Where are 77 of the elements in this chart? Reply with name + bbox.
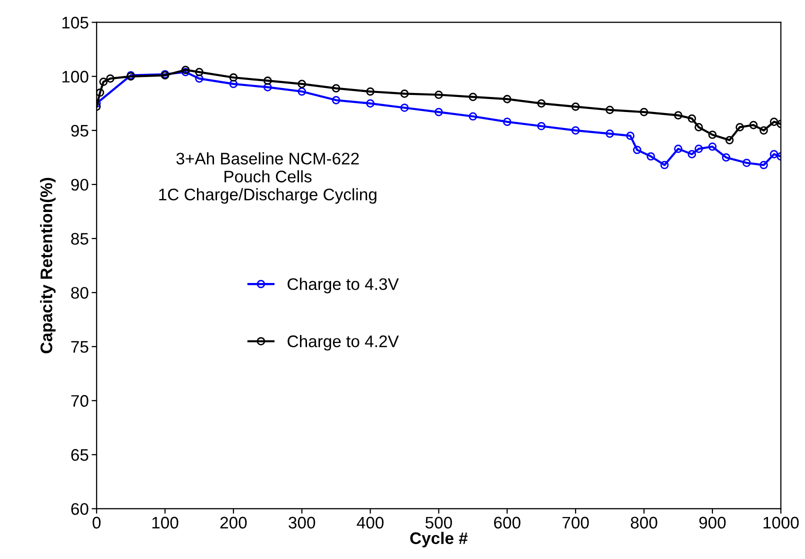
point [606, 106, 614, 114]
point [770, 118, 778, 126]
point [263, 76, 272, 85]
point [694, 144, 703, 153]
point [502, 118, 512, 126]
point [332, 84, 340, 92]
point [298, 80, 306, 88]
point [646, 152, 656, 161]
point [571, 126, 580, 135]
point [537, 122, 546, 130]
point [400, 104, 409, 112]
point [332, 96, 340, 104]
x-tick-label: 800 [630, 516, 658, 529]
point [298, 87, 306, 96]
y-tick-label: 105 [62, 16, 88, 29]
point [366, 99, 374, 108]
point [626, 132, 634, 140]
annotation: 3+Ah Baseline NCM-622 Pouch Cells 1C Charge/Discharge Cycling [159, 152, 376, 204]
point [195, 74, 204, 83]
x-tick-label: 500 [425, 516, 452, 529]
x-tick-label: 600 [494, 516, 520, 529]
point [770, 150, 778, 158]
point [660, 160, 669, 170]
point [106, 74, 114, 83]
point [632, 146, 642, 154]
point [366, 87, 374, 96]
point [749, 120, 758, 130]
point [736, 123, 744, 132]
y-tick-label: 65 [71, 449, 88, 461]
y-tick-label: 75 [71, 341, 88, 353]
point [674, 144, 682, 153]
y-axis-title: Capacity Retention(%) [40, 178, 56, 354]
point [434, 108, 443, 116]
point [606, 130, 614, 138]
point [96, 88, 104, 97]
y-tick-label: 90 [71, 178, 88, 191]
point [468, 112, 478, 121]
x-tick-label: 900 [699, 516, 726, 529]
point [400, 90, 409, 98]
point [722, 153, 730, 162]
x-tick-label: 100 [152, 516, 178, 529]
point [708, 142, 717, 151]
x-tick-label: 400 [356, 516, 384, 529]
point [694, 123, 703, 132]
x-axis-title: Cycle # [410, 532, 468, 548]
y-tick-label: 80 [71, 286, 88, 299]
point [229, 80, 238, 88]
x-tick-label: 0 [92, 516, 101, 529]
point [708, 130, 717, 139]
point [640, 108, 648, 116]
y-tick-label: 95 [71, 124, 88, 137]
x-tick-label: 200 [220, 516, 247, 529]
point [99, 78, 108, 86]
point [760, 160, 768, 170]
x-tick-label: 300 [288, 516, 316, 529]
point [537, 99, 546, 108]
x-tick-label: 700 [562, 516, 589, 529]
point [229, 73, 238, 82]
y-tick-label: 70 [71, 395, 88, 407]
x-tick-label: 1000 [764, 516, 799, 529]
point [468, 92, 478, 102]
point [760, 126, 768, 135]
point [195, 68, 204, 76]
point [688, 150, 696, 158]
point [434, 90, 443, 99]
point [688, 114, 696, 123]
point [263, 83, 272, 92]
y-tick-label: 60 [71, 503, 88, 515]
point [725, 136, 734, 144]
point [571, 102, 580, 111]
point [502, 94, 512, 104]
legend-label: Charge to 4.2V [288, 334, 399, 351]
point [742, 158, 751, 168]
y-tick-label: 100 [62, 70, 88, 83]
legend-label: Charge to 4.3V [288, 278, 399, 294]
y-tick-label: 85 [71, 232, 88, 245]
point [674, 111, 682, 120]
